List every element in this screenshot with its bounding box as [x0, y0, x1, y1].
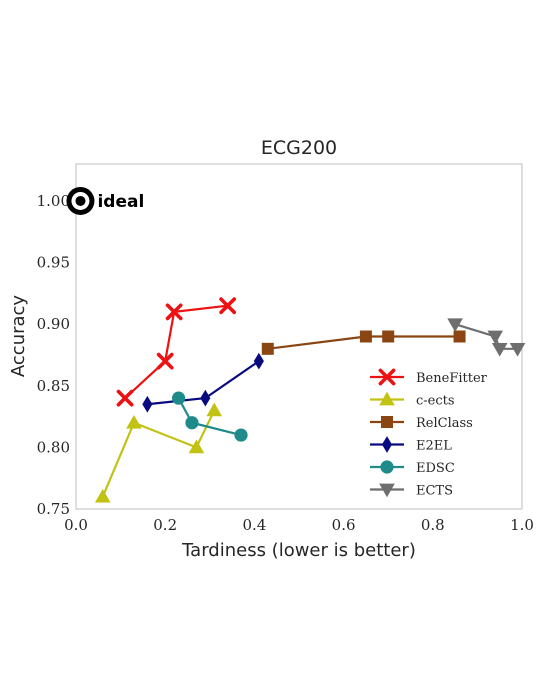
legend-label: EDSC — [416, 461, 455, 476]
legend-item: RelClass — [370, 416, 473, 431]
x-tick-label: 0.0 — [64, 516, 88, 534]
y-tick-label: 0.75 — [37, 500, 70, 518]
data-point — [142, 395, 153, 413]
legend-marker — [380, 460, 394, 474]
data-point — [188, 439, 205, 454]
y-tick-label: 1.00 — [37, 192, 70, 210]
legend-marker — [379, 391, 395, 406]
x-tick-label: 0.4 — [242, 516, 266, 534]
data-point — [94, 488, 111, 503]
series-layer — [94, 297, 526, 503]
x-tick-label: 0.6 — [332, 516, 356, 534]
legend-marker — [379, 483, 395, 498]
y-axis-label: Accuracy — [8, 295, 29, 378]
data-point — [382, 330, 395, 343]
x-tick-label: 0.2 — [153, 516, 177, 534]
series-line — [454, 323, 518, 350]
data-point — [185, 416, 199, 430]
data-point — [206, 402, 223, 417]
y-tick-label: 0.90 — [37, 315, 70, 333]
plot-frame — [75, 163, 523, 510]
series-line — [267, 335, 460, 350]
y-tick-label: 0.85 — [37, 377, 70, 395]
legend-marker — [381, 436, 393, 453]
legend-item: EDSC — [370, 460, 455, 476]
series-group — [447, 318, 526, 357]
data-point — [234, 428, 248, 442]
data-point — [171, 391, 186, 405]
series-group — [171, 391, 248, 442]
legend-label: ECTS — [416, 484, 453, 499]
data-point — [447, 318, 463, 332]
data-point — [491, 342, 508, 357]
data-point — [126, 414, 142, 429]
series-line — [177, 397, 242, 437]
data-point — [156, 352, 174, 370]
y-tick-label: 0.95 — [37, 254, 70, 272]
legend-label: E2EL — [416, 439, 452, 454]
series-group — [94, 402, 223, 503]
series-group — [116, 297, 237, 407]
legend-item: E2EL — [370, 436, 452, 454]
ideal-marker: ideal — [66, 186, 144, 215]
legend-label: BeneFitter — [416, 371, 488, 386]
legend-item: c-ects — [370, 391, 455, 409]
x-axis-ticks: 0.0 0.2 0.4 0.6 0.8 1.0 — [64, 516, 534, 534]
ideal-target-center — [75, 195, 86, 206]
series-group — [142, 352, 264, 413]
legend-marker — [381, 416, 393, 428]
data-point — [219, 297, 237, 315]
ideal-label: ideal — [97, 192, 144, 212]
data-point — [200, 389, 211, 407]
legend-marker — [378, 368, 396, 386]
legend-item: BeneFitter — [370, 368, 488, 386]
legend-label: c-ects — [416, 394, 455, 409]
data-point — [509, 342, 526, 357]
data-point — [261, 342, 274, 355]
x-tick-label: 0.8 — [421, 516, 445, 534]
legend: BeneFitter c-ects RelClass E2EL EDSC ECTS — [370, 368, 488, 499]
data-point — [253, 352, 264, 370]
series-line — [124, 304, 228, 399]
y-tick-label: 0.80 — [37, 438, 70, 456]
series-group — [261, 330, 466, 355]
legend-item: ECTS — [370, 484, 453, 499]
legend-label: RelClass — [416, 416, 473, 431]
data-point — [487, 330, 504, 345]
chart-title: ECG200 — [261, 137, 337, 159]
data-point — [453, 330, 466, 343]
y-axis-ticks: 0.75 0.80 0.85 0.90 0.95 1.00 — [37, 192, 70, 518]
series-line — [101, 409, 216, 498]
x-tick-label: 1.0 — [510, 516, 534, 534]
x-axis-label: Tardiness (lower is better) — [181, 540, 416, 561]
data-point — [359, 330, 372, 343]
data-point — [165, 303, 183, 321]
data-point — [116, 389, 134, 407]
